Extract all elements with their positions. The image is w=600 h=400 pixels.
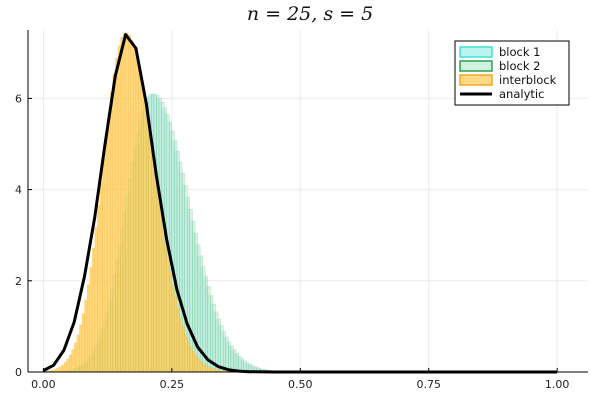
histogram-bar — [215, 311, 219, 373]
histogram-bar — [58, 366, 62, 373]
legend-swatch — [459, 46, 493, 58]
histogram-bar — [138, 70, 142, 373]
histogram-bar — [125, 32, 129, 373]
histogram-bar — [230, 345, 234, 373]
histogram-bar — [74, 342, 78, 373]
histogram-bar — [181, 326, 185, 373]
histogram-bar — [127, 35, 131, 373]
legend-swatch — [459, 74, 493, 86]
histogram-bar — [187, 340, 191, 373]
histogram-bar — [130, 40, 134, 373]
x-tick-label: 0.00 — [31, 378, 56, 391]
histogram-bar — [81, 313, 85, 373]
histogram-bar — [220, 325, 224, 373]
x-tick-label: 1.00 — [545, 378, 570, 391]
histogram-bar — [151, 152, 155, 373]
histogram-bar — [110, 92, 113, 373]
histogram-bar — [102, 158, 106, 373]
histogram-bar — [156, 189, 160, 373]
legend-label: block 2 — [499, 59, 541, 73]
histogram-bar — [68, 354, 72, 373]
x-tick-label: 0.50 — [288, 378, 313, 391]
histogram-bar — [143, 100, 147, 373]
histogram-bar — [199, 361, 203, 373]
histogram-bar — [184, 334, 188, 373]
histogram-bar — [115, 57, 119, 373]
histogram-bar — [169, 271, 173, 373]
histogram-bar — [99, 182, 103, 373]
histogram-bar — [148, 134, 152, 373]
histogram-bar — [228, 341, 232, 373]
y-tick-label: 0 — [15, 366, 22, 379]
histogram-bar — [197, 358, 201, 373]
histogram-bar — [235, 353, 239, 373]
histogram-bar — [192, 351, 196, 373]
histogram-bar — [197, 244, 201, 373]
histogram-bar — [158, 207, 162, 373]
tick-labels: 0.00 0.25 0.50 0.75 1.00 0 2 4 6 — [15, 92, 569, 391]
histogram-bar — [112, 73, 116, 373]
histogram-bar — [133, 48, 137, 373]
histogram-bars — [43, 32, 283, 373]
histogram-bar — [194, 232, 198, 373]
histogram-bar — [163, 241, 167, 373]
histogram-bar — [122, 32, 126, 373]
legend-swatch — [459, 60, 493, 72]
axes — [27, 30, 588, 373]
histogram-bar — [71, 349, 75, 373]
histogram-bar — [94, 227, 98, 373]
histogram-bar — [205, 365, 209, 373]
histogram-bar — [89, 267, 93, 373]
histogram-bar — [217, 318, 221, 373]
histogram-bar — [97, 205, 101, 373]
histogram-bar — [63, 362, 67, 373]
histogram-bar — [66, 358, 70, 373]
histogram-bar — [202, 363, 206, 373]
histogram-bar — [171, 284, 175, 373]
histogram-bar — [161, 224, 165, 373]
y-tick-label: 6 — [15, 92, 22, 105]
histogram-bar — [225, 336, 229, 373]
histogram-bar — [120, 36, 124, 373]
histogram-bar — [210, 367, 214, 373]
histogram-bar — [189, 346, 193, 373]
chart-title: n = 25, s = 5 — [247, 3, 373, 25]
legend-label: interblock — [499, 73, 557, 87]
histogram-bar — [84, 299, 88, 373]
histogram-bar — [107, 113, 111, 373]
histogram-bar — [223, 331, 226, 373]
histogram-bar — [179, 317, 183, 373]
histogram-bar — [56, 368, 60, 373]
legend-label: block 1 — [499, 45, 541, 59]
x-tick-label: 0.75 — [416, 378, 441, 391]
histogram-bar — [76, 334, 80, 373]
histogram-bar — [176, 308, 180, 373]
histogram-bar — [207, 366, 211, 373]
histogram-bar — [233, 349, 237, 373]
histogram-bar — [104, 135, 108, 373]
histogram-bar — [194, 355, 198, 373]
histogram-bar — [145, 117, 149, 373]
histogram-bar — [135, 58, 139, 373]
histogram-bar — [117, 45, 121, 373]
y-tick-label: 4 — [15, 184, 22, 197]
histogram-bar — [92, 247, 95, 373]
histogram-bar — [153, 171, 157, 373]
x-tick-label: 0.25 — [160, 378, 185, 391]
y-tick-label: 2 — [15, 275, 22, 288]
legend-label: analytic — [499, 87, 544, 101]
histogram-bar — [86, 284, 90, 373]
histogram-bar — [166, 257, 170, 373]
histogram-bar — [79, 324, 83, 373]
histogram-bar — [140, 84, 144, 373]
histogram-bar — [174, 297, 178, 373]
histogram-bar — [61, 364, 65, 373]
histogram-bar — [192, 221, 196, 373]
